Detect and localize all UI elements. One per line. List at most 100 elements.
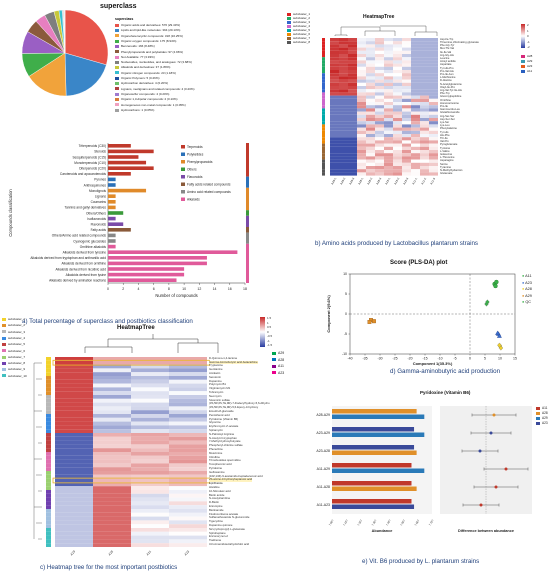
heatmap-cell (366, 98, 375, 102)
heatmap-cell (411, 41, 420, 45)
heatmap-cell (393, 162, 402, 166)
heatmap-cell (348, 73, 357, 77)
data-point (494, 279, 499, 285)
subcluster-item: subcluster_2 (2, 323, 25, 327)
row-cluster-strip (46, 490, 51, 494)
subcluster-item: subcluster_7 (2, 355, 25, 359)
heatmap-cell (384, 60, 393, 64)
heatmap-cell (411, 111, 420, 115)
panel-b: HeatmapTree subcluster_1 subcluster_2 subc… (285, 10, 550, 260)
row-label: Biotin amide (209, 492, 225, 497)
heatmap-cell (393, 153, 402, 157)
ci-point (479, 503, 483, 507)
heatmap-cell (348, 92, 357, 96)
heatmap-cell (169, 455, 207, 460)
heatmap-cell (393, 41, 402, 45)
heatmap-cell (339, 108, 348, 112)
x-tick-label: 7.4E7 (385, 518, 392, 526)
legend-label: Organoheterocyclic compounds: 318 (16.25… (121, 33, 183, 38)
ci-point (504, 467, 508, 471)
heatmap-cell (366, 114, 375, 118)
heatmap-cell (348, 95, 357, 99)
legend-swatch (536, 416, 540, 420)
color-scale-bar (521, 24, 525, 48)
heatmap-cell (429, 127, 438, 131)
heatmap-cell (384, 118, 393, 122)
heatmap-cell (339, 118, 348, 122)
heatmap-cell (131, 493, 169, 498)
heatmap-cell (330, 140, 339, 144)
row-cluster-strip (46, 433, 51, 437)
heatmap-cell (429, 143, 438, 147)
color-scale-tick: -1 (267, 338, 270, 343)
heatmap-cell (131, 524, 169, 528)
subcluster-swatch (2, 317, 6, 321)
row-cluster-strip (322, 127, 325, 131)
heatmap-cell (384, 105, 393, 109)
pie-legend-title: superclass (115, 17, 134, 21)
heatmap-cell (55, 509, 93, 513)
heatmap-cell (357, 146, 366, 150)
color-scale-tick: -2 (527, 45, 530, 49)
legend-label: Alkaloids and derivatives: 37 (1.89%) (121, 65, 171, 70)
legend-label: A11 (524, 274, 532, 278)
heatmap-cell (384, 79, 393, 83)
subcluster-swatch (287, 28, 291, 32)
row-label: Oleyl-Ile-Pro (440, 85, 455, 89)
bar-legend-swatch (181, 145, 185, 149)
heatmap-cell (55, 421, 93, 426)
heatmap-cell (55, 391, 93, 395)
row-label: L-Valine (440, 149, 450, 153)
row-cluster-strip (46, 452, 51, 456)
bar (108, 250, 238, 254)
row-cluster-strip (46, 379, 51, 384)
heatmap-cell (366, 105, 375, 109)
heatmap-cell (411, 102, 420, 106)
row-label: Spiramycin (209, 428, 223, 432)
heatmap-cell (348, 79, 357, 83)
heatmap-cell (131, 448, 169, 452)
x-tick-label: -25 (392, 357, 397, 361)
group-band (246, 187, 249, 211)
subcluster-label: subcluster_8 (293, 40, 311, 44)
group-legend-item: A23 (521, 64, 532, 68)
heatmap-cell (131, 429, 169, 433)
subcluster-item: subcluster_1 (2, 317, 25, 321)
heatmap-cell (402, 73, 411, 77)
heatmap-cell (393, 150, 402, 154)
heatmap-cell (429, 89, 438, 93)
heatmap-cell (339, 79, 348, 83)
pie-legend-item: Alkaloids and derivatives: 37 (1.89%) (115, 65, 170, 69)
heatmap-cell (131, 436, 169, 441)
heatmap-cell (55, 520, 93, 525)
heatmap-cell (357, 76, 366, 80)
heatmap-cell (357, 38, 366, 42)
heatmap-cell (131, 490, 169, 494)
heatmap-cell (393, 82, 402, 86)
row-label: Aspartate (440, 63, 452, 67)
heatmap-cell (131, 486, 169, 490)
pie-legend-item: Organic 1,3-dipolar compounds: 2 (0.10%) (115, 97, 178, 101)
heatmap-cell (384, 47, 393, 51)
heatmap-cell (429, 114, 438, 118)
row-cluster-strip (322, 92, 325, 96)
heatmap-cell (131, 482, 169, 487)
heatmap-cell (411, 38, 420, 42)
column-label: A23-2 (393, 176, 400, 185)
heatmap-cell (402, 95, 411, 99)
heatmap-cell (131, 433, 169, 437)
heatmap-cell (169, 543, 207, 547)
heatmap-cell (402, 166, 411, 170)
group-band (246, 227, 249, 233)
heatmap-cell (393, 50, 402, 54)
heatmap-cell (131, 539, 169, 544)
heatmap-cell (169, 429, 207, 433)
heatmap-cell (420, 169, 429, 173)
heatmap-cell (93, 528, 131, 532)
ci-point (492, 413, 496, 417)
color-scale-tick: -1 (527, 39, 530, 44)
comparison-label: A11-A28 (317, 485, 330, 489)
heatmap-cell (402, 79, 411, 83)
heatmap-cell (384, 63, 393, 67)
heatmap-cell (330, 105, 339, 109)
